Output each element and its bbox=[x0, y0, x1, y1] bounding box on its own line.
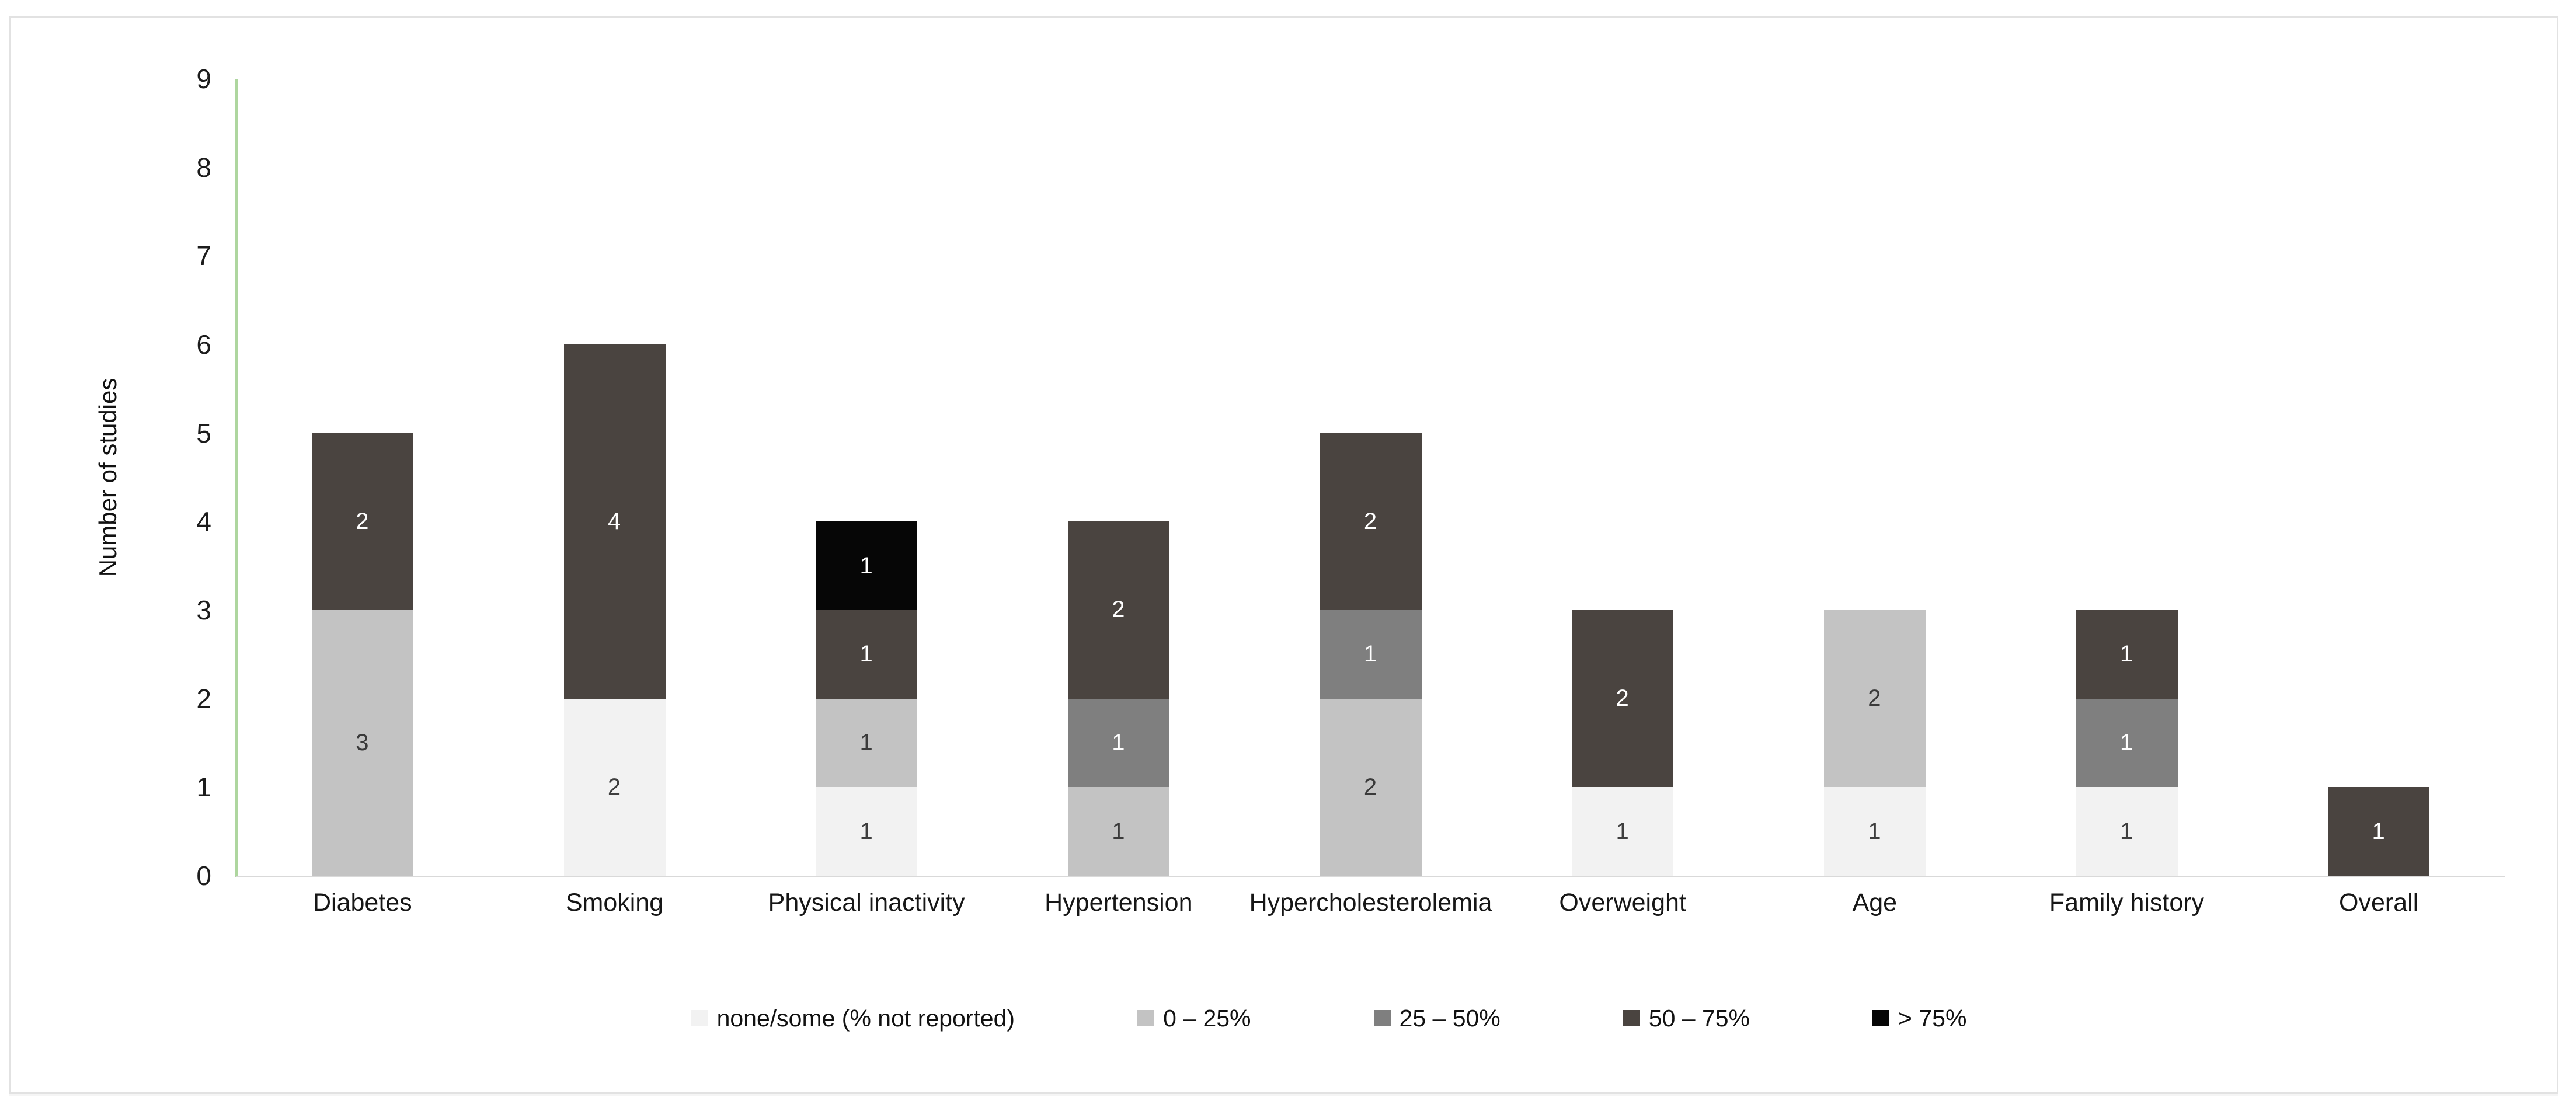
bar-segment: 1 bbox=[2328, 787, 2430, 876]
legend-swatch bbox=[1373, 1010, 1391, 1026]
segment-value-label: 1 bbox=[1363, 641, 1378, 667]
bar-physical-inactivity: 1 1 1 1 bbox=[816, 521, 918, 876]
legend-item: 25 – 50% bbox=[1373, 1004, 1501, 1032]
bar-segment: 3 bbox=[311, 610, 413, 876]
segment-value-label: 2 bbox=[1363, 508, 1378, 534]
chart-frame bbox=[9, 16, 2558, 1094]
bar-hypercholesterolemia: 2 1 2 bbox=[1320, 433, 1422, 876]
bar-segment: 2 bbox=[1320, 433, 1422, 610]
y-tick-label: 7 bbox=[196, 241, 211, 271]
bar-segment: 1 bbox=[816, 787, 918, 876]
segment-value-label: 1 bbox=[2119, 641, 2134, 667]
bar-segment: 4 bbox=[563, 344, 666, 699]
bar-segment: 1 bbox=[2076, 610, 2178, 699]
segment-value-label: 1 bbox=[859, 818, 873, 844]
y-tick-label: 2 bbox=[196, 683, 211, 714]
legend-label: 0 – 25% bbox=[1163, 1004, 1251, 1032]
legend-item: 50 – 75% bbox=[1623, 1005, 1750, 1032]
segment-value-label: 2 bbox=[1363, 774, 1378, 800]
legend-label: > 75% bbox=[1898, 1004, 1967, 1032]
bar-segment: 2 bbox=[563, 698, 666, 876]
segment-value-label: 1 bbox=[2119, 818, 2134, 844]
segment-value-label: 1 bbox=[859, 552, 873, 579]
legend: none/some (% not reported) 0 – 25% 25 – 50… bbox=[0, 996, 2576, 1040]
x-axis-line bbox=[236, 876, 2505, 877]
y-axis-line bbox=[235, 79, 238, 877]
bar-segment: 1 bbox=[1320, 610, 1422, 699]
y-tick-label: 4 bbox=[196, 506, 211, 537]
segment-value-label: 1 bbox=[2372, 818, 2386, 844]
category-label: Age bbox=[1852, 889, 1898, 917]
legend-item: 0 – 25% bbox=[1137, 1005, 1251, 1032]
legend-item: > 75% bbox=[1872, 1005, 1966, 1032]
segment-value-label: 2 bbox=[356, 508, 370, 534]
segment-value-label: 2 bbox=[1868, 685, 1882, 712]
legend-swatch bbox=[1872, 1010, 1890, 1026]
category-label: Hypercholesterolemia bbox=[1249, 889, 1492, 917]
bar-segment: 1 bbox=[1572, 787, 1674, 876]
legend-label: 25 – 50% bbox=[1399, 1004, 1501, 1032]
segment-value-label: 4 bbox=[607, 508, 622, 534]
category-label: Hypertension bbox=[1045, 889, 1193, 917]
legend-label: none/some (% not reported) bbox=[716, 1004, 1015, 1032]
legend-item: none/some (% not reported) bbox=[691, 1005, 1015, 1032]
segment-value-label: 1 bbox=[1112, 729, 1126, 755]
segment-value-label: 1 bbox=[1868, 818, 1882, 844]
bar-family-history: 1 1 1 bbox=[2076, 610, 2178, 876]
y-tick-label: 0 bbox=[196, 861, 211, 891]
category-label: Overweight bbox=[1559, 889, 1686, 917]
bar-segment: 1 bbox=[1823, 787, 1926, 876]
legend-label: 50 – 75% bbox=[1648, 1004, 1750, 1032]
bar-segment: 1 bbox=[2076, 698, 2178, 788]
bar-segment: 2 bbox=[1067, 521, 1169, 699]
bar-segment: 1 bbox=[2076, 787, 2178, 876]
segment-value-label: 2 bbox=[1616, 685, 1630, 712]
category-label: Overall bbox=[2339, 889, 2419, 917]
legend-swatch bbox=[691, 1010, 708, 1026]
bar-segment: 1 bbox=[1067, 698, 1169, 788]
bar-segment: 1 bbox=[816, 521, 918, 610]
category-label: Diabetes bbox=[312, 889, 412, 917]
category-label: Family history bbox=[2049, 889, 2205, 917]
bar-segment: 2 bbox=[311, 433, 413, 610]
category-label: Physical inactivity bbox=[768, 889, 965, 917]
y-tick-label: 8 bbox=[196, 152, 211, 183]
bar-segment: 2 bbox=[1320, 698, 1422, 876]
y-tick-label: 6 bbox=[196, 329, 211, 360]
bar-segment: 2 bbox=[1572, 610, 1674, 788]
segment-value-label: 1 bbox=[1112, 818, 1126, 844]
y-tick-label: 9 bbox=[196, 64, 211, 94]
segment-value-label: 1 bbox=[1616, 818, 1630, 844]
y-tick-label: 1 bbox=[196, 772, 211, 803]
y-tick-label: 3 bbox=[196, 595, 211, 625]
segment-value-label: 2 bbox=[607, 774, 622, 800]
bar-hypertension: 2 1 1 bbox=[1067, 521, 1169, 876]
bar-segment: 2 bbox=[1823, 610, 1926, 788]
legend-swatch bbox=[1623, 1010, 1640, 1026]
bar-segment: 1 bbox=[816, 610, 918, 699]
segment-value-label: 1 bbox=[2119, 729, 2134, 755]
legend-swatch bbox=[1137, 1010, 1155, 1026]
segment-value-label: 2 bbox=[1112, 597, 1126, 623]
segment-value-label: 1 bbox=[859, 729, 873, 755]
segment-value-label: 1 bbox=[859, 641, 873, 667]
category-label: Smoking bbox=[565, 889, 664, 917]
bar-segment: 1 bbox=[816, 698, 918, 788]
bar-overall: 1 bbox=[2328, 787, 2430, 876]
bar-segment: 1 bbox=[1067, 787, 1169, 876]
segment-value-label: 3 bbox=[356, 729, 370, 755]
y-tick-label: 5 bbox=[196, 417, 211, 448]
